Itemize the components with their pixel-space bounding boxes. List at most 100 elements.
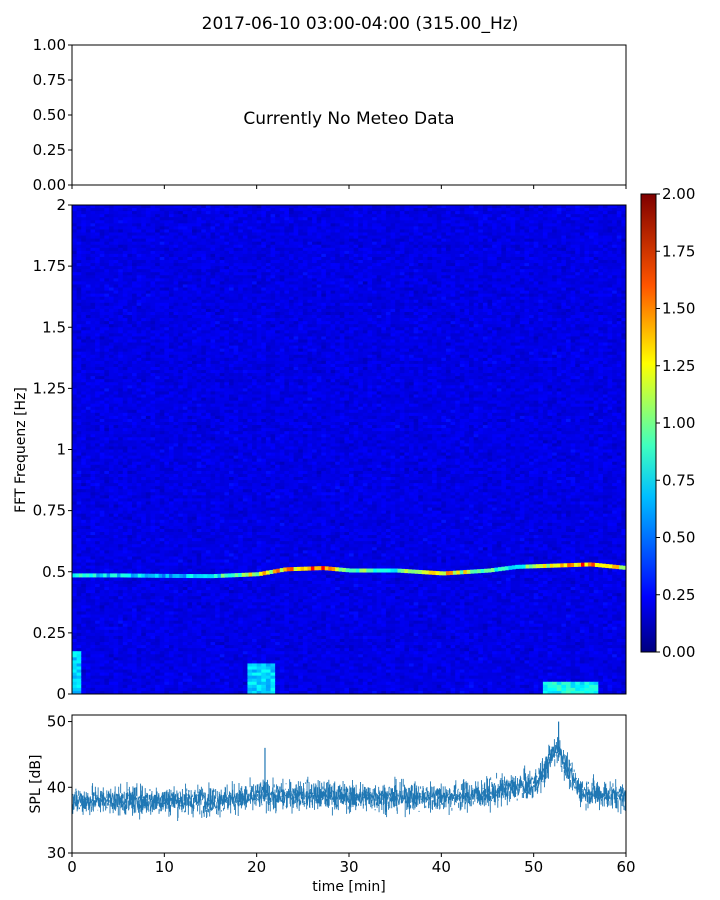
spectrogram-cell: [464, 205, 470, 209]
spectrogram-cell: [579, 223, 586, 227]
spectrogram-cell: [579, 229, 586, 234]
spectrogram-cell: [85, 235, 92, 240]
spectrogram-cell: [312, 205, 318, 209]
spectrogram-cell: [95, 211, 101, 215]
spectrogram-cell: [409, 220, 415, 224]
spectrogram-cell: [233, 211, 239, 215]
spectrogram-cell: [561, 244, 567, 249]
spectrogram-cell: [256, 244, 262, 249]
spectrogram-cell: [575, 244, 581, 249]
spectrogram-cell: [487, 211, 493, 215]
spectrogram-cell: [372, 205, 378, 209]
spectrogram-cell: [182, 232, 189, 237]
spectrogram-cell: [187, 220, 193, 224]
spectrogram-cell: [565, 208, 572, 212]
spectrogram-cell: [598, 208, 604, 212]
spectrogram-cell: [413, 229, 419, 234]
spectrogram-cell: [307, 220, 313, 224]
spectrogram-cell: [616, 223, 622, 227]
spectrogram-cell: [432, 232, 438, 237]
spectrogram-cell: [344, 214, 350, 218]
spectrogram-cell: [579, 244, 586, 249]
spectrogram-cell: [565, 238, 572, 243]
spectrogram-cell: [173, 217, 179, 221]
spectrogram-cell: [349, 208, 355, 212]
spectrogram-cell: [136, 208, 142, 212]
spectrogram-cell: [261, 208, 267, 212]
spectrogram-cell: [127, 229, 133, 234]
spectrogram-cell: [321, 241, 327, 246]
spectrogram-cell: [492, 232, 498, 237]
spectrogram-cell: [450, 220, 456, 224]
spectrogram-cell: [293, 226, 299, 231]
spectrogram-cell: [547, 217, 553, 221]
spectrogram-cell: [155, 205, 161, 209]
spectrogram-cell: [376, 220, 382, 224]
spectrogram-cell: [409, 244, 415, 249]
spectrogram-cell: [399, 244, 405, 249]
spectrogram-cell: [529, 220, 535, 224]
spectrogram-cell: [529, 244, 535, 249]
spectrogram-cell: [261, 220, 267, 224]
spectrogram-cell: [104, 247, 110, 252]
spectrogram-cell: [501, 214, 507, 218]
spectrogram-cell: [316, 244, 322, 249]
spectrogram-cell: [293, 244, 299, 249]
spectrogram-cell: [104, 229, 110, 234]
spectrogram-cell: [349, 220, 355, 224]
spectrogram-cell: [450, 205, 456, 209]
spectrogram-cell: [293, 235, 299, 240]
spectrogram-cell: [561, 211, 567, 215]
spectrogram-cell: [376, 205, 382, 209]
spectrogram-cell: [205, 208, 212, 212]
spectrogram-cell: [72, 208, 78, 212]
spectrogram-cell: [464, 223, 470, 227]
spectrogram-cell: [279, 208, 285, 212]
spectrogram-cell: [395, 214, 401, 218]
spectrogram-cell: [538, 220, 544, 224]
spectrogram-cell: [224, 229, 230, 234]
spectrogram-cell: [570, 220, 576, 224]
spectrogram-cell: [422, 238, 429, 243]
spectrogram-cell: [113, 232, 119, 237]
spectrogram-cell: [413, 235, 419, 240]
spectrogram-cell: [150, 238, 156, 243]
spectrogram-cell: [399, 208, 405, 212]
spectrogram-cell: [482, 226, 489, 231]
spectrogram-cell: [441, 205, 447, 209]
spectrogram-cell: [325, 208, 332, 212]
spectrogram-cell: [473, 235, 479, 240]
spectrogram-cell: [261, 223, 267, 227]
spectrogram-cell: [418, 232, 424, 237]
spectrogram-cell: [445, 241, 452, 246]
spectrogram-cell: [224, 205, 230, 209]
spectrogram-cell: [261, 238, 267, 243]
spectrogram-cell: [210, 217, 216, 221]
spectrogram-cell: [395, 223, 401, 227]
spectrogram-cell: [288, 229, 295, 234]
spectrogram-cell: [445, 205, 452, 209]
spectrogram-cell: [178, 220, 184, 224]
spectrogram-cell: [607, 229, 613, 234]
spectrogram-cell: [413, 220, 419, 224]
spectrogram-cell: [413, 238, 419, 243]
spectrogram-cell: [349, 214, 355, 218]
spectrogram-cell: [252, 220, 258, 224]
spectrogram-cell: [422, 226, 429, 231]
spectrogram-cell: [464, 211, 470, 215]
spectrogram-cell: [155, 211, 161, 215]
spectrogram-cell: [196, 217, 202, 221]
spectrogram-cell: [178, 235, 184, 240]
spectrogram-cell: [238, 238, 244, 243]
spectrogram-cell: [459, 241, 466, 246]
spectrogram-cell: [612, 223, 618, 227]
spectrogram-cell: [104, 208, 110, 212]
spectrogram-cell: [399, 235, 405, 240]
spectrogram-cell: [76, 226, 82, 231]
spectrogram-cell: [108, 205, 115, 209]
meteo-ytick-label: 0.25: [33, 141, 66, 159]
spectrogram-cell: [228, 244, 235, 249]
spectrogram-cell: [556, 244, 562, 249]
spectrogram-cell: [556, 220, 562, 224]
spectrogram-cell: [90, 232, 96, 237]
